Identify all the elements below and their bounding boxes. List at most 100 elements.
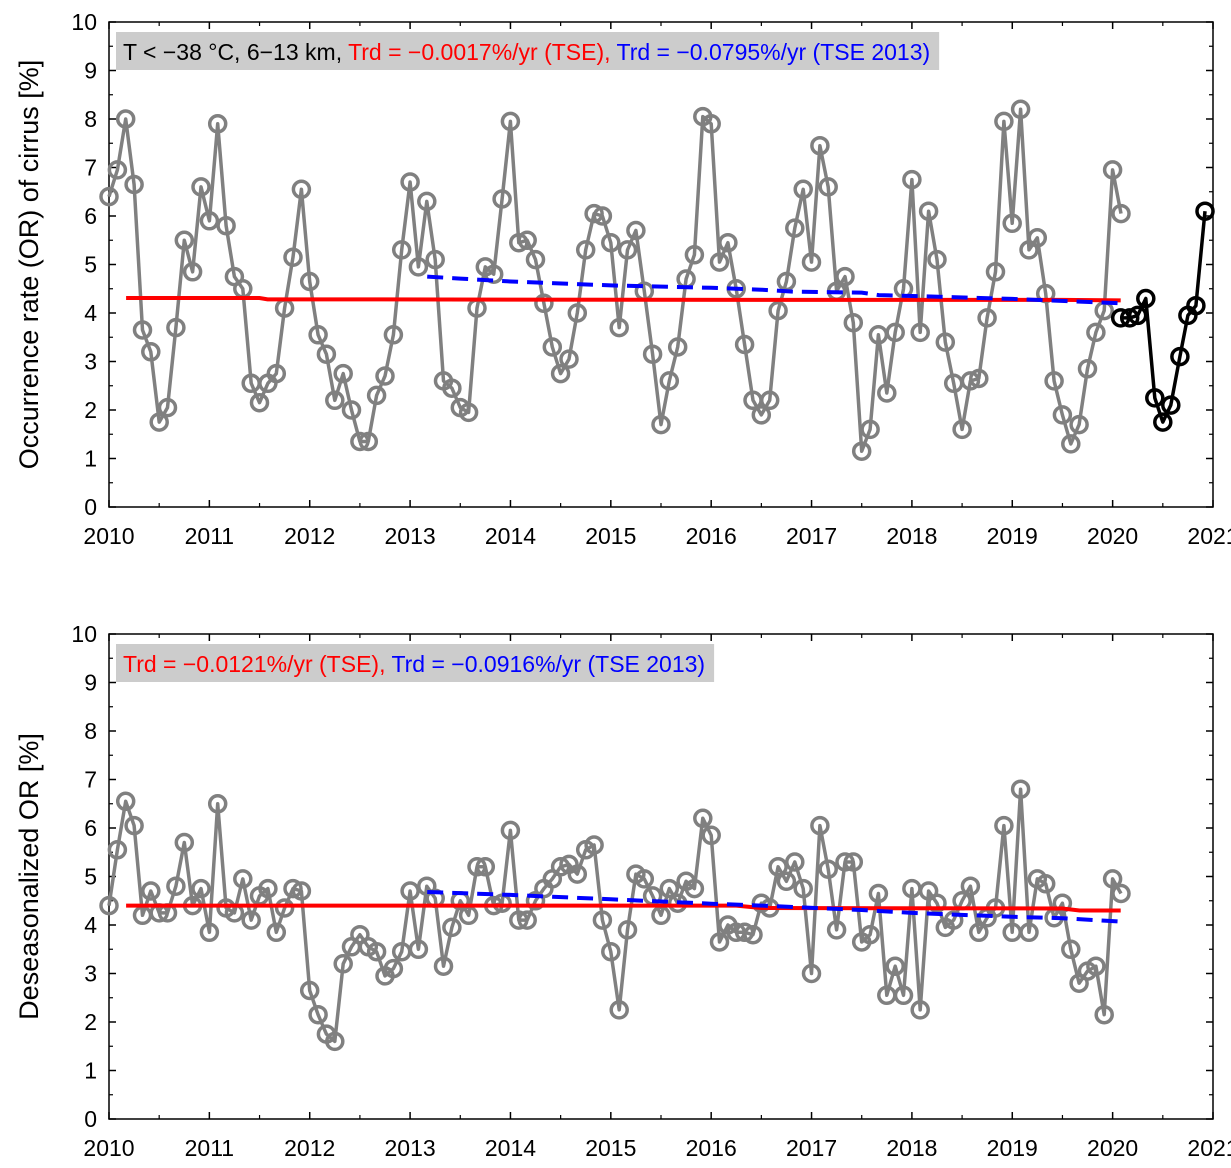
observed-point (701, 114, 721, 134)
trend-tse-line (126, 296, 1121, 303)
annotation: Trd = −0.0121%/yr (TSE), Trd = −0.0916%/… (116, 644, 715, 682)
observed-point (1086, 956, 1106, 976)
observed-point (375, 366, 395, 386)
observed-point (1027, 228, 1048, 248)
observed-point (684, 878, 705, 899)
observed-point (1061, 939, 1081, 960)
trend-tse2013-line (427, 274, 1121, 306)
observed-point (274, 898, 295, 918)
x-tick-label: 2021 (1187, 1135, 1231, 1161)
observed-point (927, 249, 947, 270)
observed-point (1010, 779, 1031, 799)
observed-point (291, 881, 312, 901)
observed-point (475, 857, 496, 877)
observed-point (559, 349, 579, 369)
observed-point (701, 825, 721, 846)
observed-point (425, 249, 445, 270)
observed-point (1010, 99, 1031, 120)
observed-point (182, 262, 203, 282)
observed-point (575, 240, 596, 260)
observed_2020-point (1195, 201, 1215, 221)
y-tick-label: 1 (84, 446, 97, 472)
y-tick-label: 7 (84, 155, 97, 181)
observed-point (417, 191, 437, 212)
observed-point (592, 910, 613, 930)
observed_2020-point (1186, 295, 1206, 316)
observed-point (509, 232, 529, 253)
observed-point (266, 363, 287, 384)
observed-point (785, 218, 805, 238)
y-tick-label: 7 (84, 767, 97, 793)
observed-point (1002, 213, 1022, 234)
observed-line (107, 107, 1123, 453)
observed-point (601, 941, 621, 962)
observed_2020-point (1161, 395, 1181, 415)
observed-point (1077, 359, 1098, 379)
observed-point (927, 893, 947, 913)
observed-point (124, 815, 144, 836)
observed-point (517, 910, 537, 930)
observed-point (283, 878, 303, 899)
observed-point (433, 956, 454, 976)
observed-point (693, 808, 713, 829)
observed-point (1052, 405, 1073, 425)
observed-point (818, 859, 838, 879)
annotation: T < −38 °C, 6−13 km, Trd = −0.0017%/yr (… (116, 32, 940, 70)
observed-point (166, 317, 186, 338)
observed-point (233, 869, 253, 889)
y-tick-label: 4 (84, 912, 97, 938)
observed-point (333, 363, 353, 384)
observed-point (609, 317, 629, 338)
x-tick-label: 2019 (987, 1135, 1038, 1161)
observed-point (157, 397, 178, 418)
observed-point (843, 852, 864, 872)
observed-point (994, 815, 1014, 836)
observed-point (391, 240, 412, 260)
observed-point (509, 910, 529, 930)
observed-point (793, 179, 813, 200)
x-tick-label: 2018 (886, 523, 937, 549)
observed-point (1094, 1004, 1114, 1025)
observed-point (483, 264, 504, 284)
observed-point (299, 980, 320, 1001)
observed-point (316, 344, 337, 364)
annotation-text: T < −38 °C, 6−13 km, Trd = −0.0017%/yr (… (123, 39, 930, 65)
y-tick-label: 8 (84, 718, 97, 744)
observed-point (642, 344, 663, 364)
y-tick-label: 9 (84, 670, 97, 696)
observed-point (860, 419, 880, 440)
observed-point (124, 174, 144, 195)
observed-point (174, 832, 195, 853)
y-tick-label: 10 (71, 621, 97, 647)
observed-point (709, 932, 730, 952)
y-tick-label: 2 (84, 397, 97, 423)
observed-point (166, 876, 186, 896)
observed-point (977, 308, 997, 328)
observed-point (785, 852, 805, 872)
observed-point (801, 963, 822, 984)
observed_2020-point (1153, 412, 1173, 432)
y-tick-label: 6 (84, 815, 97, 841)
y-tick-label: 0 (84, 1106, 97, 1132)
x-tick-label: 2015 (585, 1135, 636, 1161)
observed-point (709, 252, 730, 272)
x-tick-label: 2013 (385, 1135, 436, 1161)
observed-point (659, 878, 680, 899)
observed-point (299, 271, 320, 292)
observed-point (734, 334, 755, 355)
observed-point (1102, 160, 1123, 180)
observed_2020-point (1127, 305, 1148, 326)
observed-point (492, 189, 512, 209)
observed-point (325, 1031, 345, 1052)
observed-point (174, 230, 195, 251)
observed-point (241, 910, 261, 930)
top-panel: 0 1 2 3 4 5 6 7 8 9 10 2010 2011 2012 2013 2014 2015 2016… (14, 9, 1231, 549)
observed-point (860, 924, 880, 945)
observed-point (584, 835, 604, 855)
observed-point (751, 405, 772, 425)
y-axis-label: Occurrence rate (OR) of cirrus [%] (14, 60, 44, 470)
observed-point (759, 390, 780, 411)
observed-point (383, 958, 404, 979)
observed-point (810, 815, 830, 836)
observed-point (325, 390, 345, 411)
